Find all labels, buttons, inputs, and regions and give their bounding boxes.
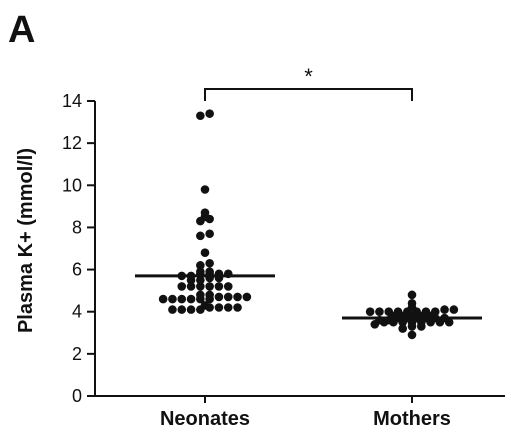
data-point bbox=[200, 301, 210, 310]
data-point bbox=[375, 307, 384, 317]
data-point bbox=[365, 307, 375, 317]
data-point bbox=[177, 305, 187, 314]
data-point bbox=[407, 290, 417, 300]
data-point bbox=[205, 290, 214, 300]
data-point bbox=[196, 290, 205, 300]
data-point bbox=[205, 109, 214, 118]
data-point bbox=[158, 294, 168, 304]
data-point bbox=[430, 307, 440, 317]
panel-letter: A bbox=[8, 9, 35, 51]
x-category-label: Mothers bbox=[373, 408, 451, 430]
data-point bbox=[205, 258, 214, 268]
data-point bbox=[186, 294, 196, 304]
y-tick-label: 12 bbox=[62, 133, 82, 153]
x-categories: Neonates Mothers bbox=[160, 396, 451, 430]
data-point bbox=[196, 231, 205, 241]
data-point bbox=[242, 292, 252, 302]
data-point bbox=[200, 185, 210, 194]
y-tick-label: 10 bbox=[62, 175, 82, 195]
data-point bbox=[196, 111, 205, 121]
data-point bbox=[200, 248, 210, 258]
data-points bbox=[158, 109, 459, 340]
data-point bbox=[177, 282, 187, 291]
data-point bbox=[214, 292, 224, 302]
data-point bbox=[223, 303, 233, 312]
data-point bbox=[214, 303, 224, 312]
data-point bbox=[168, 305, 177, 314]
data-point bbox=[196, 275, 205, 285]
data-point bbox=[196, 267, 205, 276]
data-point bbox=[421, 307, 431, 317]
data-point bbox=[205, 282, 214, 291]
data-point bbox=[233, 303, 242, 312]
significance-bracket: * bbox=[204, 64, 413, 101]
data-point bbox=[205, 229, 214, 239]
y-tick-label: 14 bbox=[62, 91, 82, 111]
y-tick-label: 0 bbox=[72, 386, 82, 406]
y-axis-title-group: Plasma K+ (mmol/l) bbox=[15, 148, 37, 333]
data-point bbox=[177, 294, 187, 304]
data-point bbox=[214, 282, 224, 291]
y-tick-label: 8 bbox=[72, 217, 82, 237]
data-point bbox=[449, 305, 459, 314]
data-point bbox=[233, 292, 242, 302]
y-tick-label: 4 bbox=[72, 302, 82, 322]
x-category-label: Neonates bbox=[160, 408, 250, 430]
data-point bbox=[200, 208, 210, 217]
data-point bbox=[393, 307, 403, 317]
data-point bbox=[384, 307, 394, 317]
data-point bbox=[398, 324, 408, 333]
significance-marker: * bbox=[304, 64, 313, 89]
data-point bbox=[186, 305, 196, 314]
data-point bbox=[440, 305, 449, 314]
mean-lines bbox=[135, 274, 482, 320]
significance-bracket-line bbox=[204, 88, 413, 101]
data-point bbox=[205, 267, 214, 276]
y-ticks: 0 2 4 6 8 10 12 14 bbox=[62, 91, 95, 406]
data-point bbox=[168, 294, 177, 304]
y-tick-label: 6 bbox=[72, 260, 82, 280]
y-axis-title: Plasma K+ (mmol/l) bbox=[15, 148, 37, 333]
data-point bbox=[407, 298, 417, 308]
data-point bbox=[223, 292, 233, 302]
data-point bbox=[196, 282, 205, 291]
data-point bbox=[186, 282, 196, 291]
y-tick-label: 2 bbox=[72, 344, 82, 364]
data-point bbox=[196, 261, 205, 270]
data-point bbox=[223, 282, 233, 291]
data-point bbox=[407, 330, 417, 340]
